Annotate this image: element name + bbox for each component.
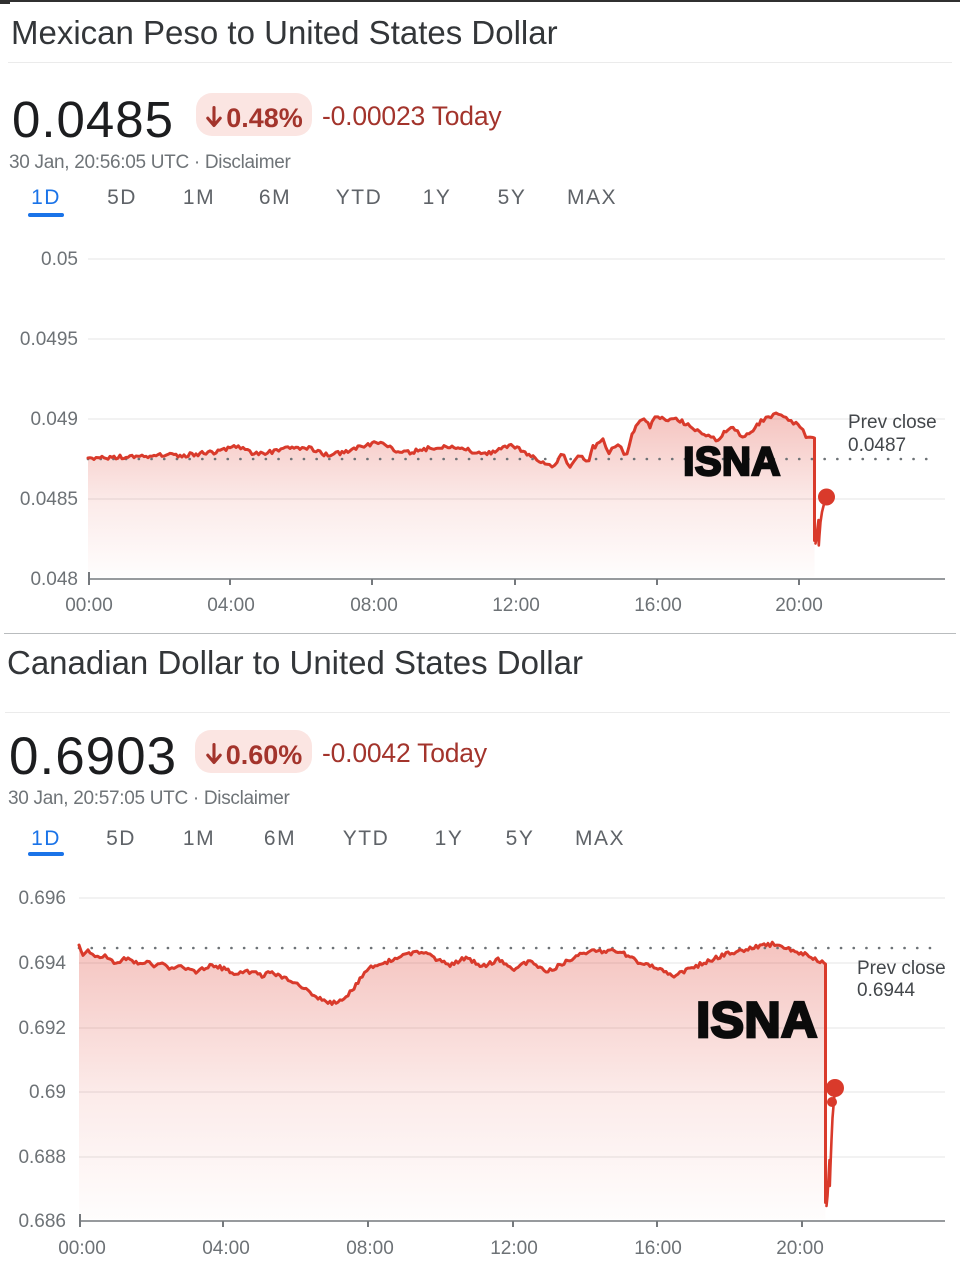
- svg-text:08:00: 08:00: [350, 595, 398, 616]
- svg-text:0.0485: 0.0485: [20, 489, 78, 510]
- svg-text:16:00: 16:00: [634, 1238, 682, 1259]
- svg-text:0.048: 0.048: [30, 569, 78, 590]
- svg-text:04:00: 04:00: [202, 1238, 250, 1259]
- svg-text:12:00: 12:00: [490, 1238, 538, 1259]
- svg-text:0.688: 0.688: [18, 1147, 66, 1168]
- svg-text:08:00: 08:00: [346, 1238, 394, 1259]
- svg-text:0.694: 0.694: [18, 953, 66, 974]
- svg-text:0.696: 0.696: [18, 888, 66, 909]
- svg-text:ISNA: ISNA: [683, 440, 781, 484]
- svg-text:00:00: 00:00: [58, 1238, 106, 1259]
- svg-text:20:00: 20:00: [775, 595, 823, 616]
- svg-text:0.05: 0.05: [41, 249, 78, 270]
- svg-text:04:00: 04:00: [207, 595, 255, 616]
- svg-text:Prev close: Prev close: [848, 412, 937, 433]
- svg-text:0.0495: 0.0495: [20, 329, 78, 350]
- svg-text:00:00: 00:00: [65, 595, 113, 616]
- svg-text:ISNA: ISNA: [696, 992, 817, 1048]
- svg-text:0.692: 0.692: [18, 1018, 66, 1039]
- svg-text:0.0487: 0.0487: [848, 435, 906, 456]
- svg-text:20:00: 20:00: [776, 1238, 824, 1259]
- svg-text:12:00: 12:00: [492, 595, 540, 616]
- svg-text:0.686: 0.686: [18, 1211, 66, 1232]
- svg-text:0.049: 0.049: [30, 409, 78, 430]
- svg-text:Prev close: Prev close: [857, 958, 946, 979]
- svg-text:0.6944: 0.6944: [857, 980, 916, 1001]
- svg-text:0.69: 0.69: [29, 1082, 66, 1103]
- svg-text:16:00: 16:00: [634, 595, 682, 616]
